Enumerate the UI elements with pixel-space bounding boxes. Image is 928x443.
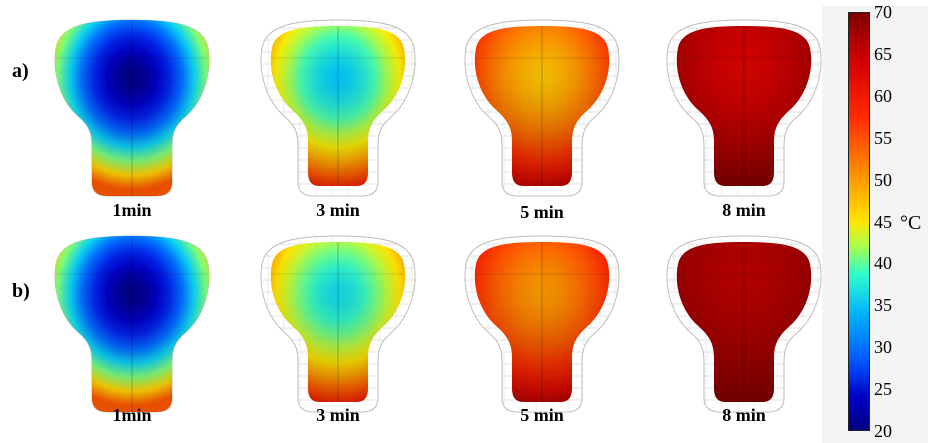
- simulation-panel-b-1: [54, 235, 210, 413]
- temperature-field: [270, 26, 406, 186]
- simulation-panel-a-4: [666, 19, 822, 197]
- row-label-a: a): [12, 60, 29, 82]
- time-label-b-2: 3 min: [316, 405, 360, 425]
- simulation-panel-a-3: [464, 19, 620, 197]
- colorbar-tick-label: 25: [874, 379, 892, 400]
- time-label-a-2: 3 min: [316, 200, 360, 220]
- colorbar-tick-label: 20: [874, 421, 892, 441]
- temperature-field: [54, 20, 210, 196]
- time-label-a-4: 8 min: [722, 200, 766, 220]
- simulation-panel-a-2: [260, 19, 416, 197]
- temperature-field: [676, 26, 812, 186]
- colorbar-tick-label: 30: [874, 337, 892, 358]
- colorbar-background: [822, 6, 928, 443]
- colorbar-tick-label: 35: [874, 295, 892, 316]
- colorbar-tick-label: 65: [874, 43, 892, 64]
- simulation-panel-a-1: [54, 19, 210, 197]
- colorbar-tick-label: 70: [874, 2, 892, 22]
- row-label-b: b): [12, 280, 30, 302]
- simulation-panel-b-2: [260, 235, 416, 413]
- time-label-b-3: 5 min: [520, 405, 564, 425]
- time-label-b-1: 1min: [112, 405, 152, 425]
- colorbar-tick-label: 60: [874, 85, 892, 106]
- temperature-field: [270, 242, 406, 402]
- temperature-field: [676, 242, 812, 402]
- temperature-field: [474, 242, 610, 402]
- time-label-a-1: 1min: [112, 200, 152, 220]
- colorbar-tick-label: 40: [874, 253, 892, 274]
- colorbar-tick-label: 45: [874, 211, 892, 232]
- temperature-field: [474, 26, 610, 186]
- simulation-panel-b-3: [464, 235, 620, 413]
- colorbar-tick-label: 55: [874, 127, 892, 148]
- colorbar-unit: °C: [900, 212, 922, 234]
- time-label-a-3: 5 min: [520, 202, 564, 222]
- time-label-b-4: 8 min: [722, 405, 766, 425]
- colorbar: [848, 12, 870, 431]
- simulation-panel-b-4: [666, 235, 822, 413]
- colorbar-tick-label: 50: [874, 169, 892, 190]
- temperature-field: [54, 236, 210, 412]
